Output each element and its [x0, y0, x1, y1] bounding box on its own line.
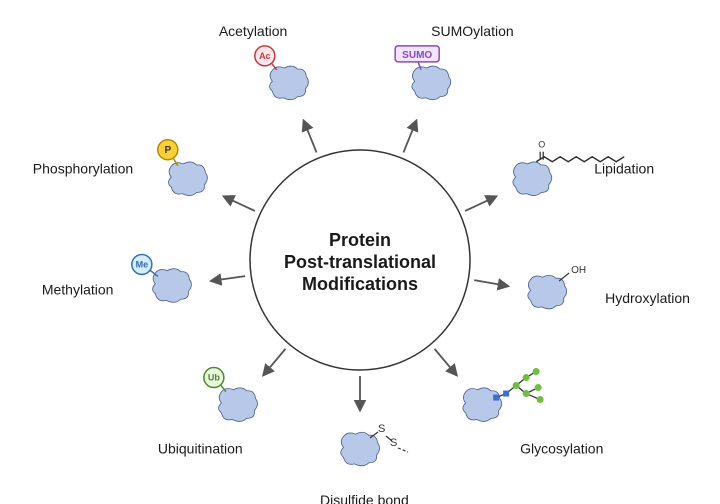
lipid-o-label: O: [538, 140, 545, 150]
hydroxyl-label-icon: OH: [571, 265, 586, 276]
svg-text:Ub: Ub: [208, 373, 220, 383]
spoke-arrow: [435, 349, 457, 375]
label-hydroxylation: Hydroxylation: [605, 290, 690, 306]
spoke-arrow: [264, 349, 286, 375]
label-disulfide: Disulfide bond: [320, 492, 409, 504]
label-lipidation: Lipidation: [594, 161, 654, 177]
svg-text:Me: Me: [136, 260, 149, 270]
ptm-radial-diagram: ProteinPost-translationalModificationsAc…: [0, 0, 720, 504]
label-sumoylation: SUMOylation: [431, 23, 513, 39]
node-glycosylation: Glycosylation: [463, 368, 604, 457]
spoke-arrow: [211, 276, 245, 281]
phospho-badge-icon: P: [158, 140, 178, 160]
protein-blob-acetylation: [270, 66, 309, 100]
spoke-arrow: [224, 197, 255, 211]
svg-text:SUMO: SUMO: [402, 50, 432, 61]
acetyl-badge-icon: Ac: [255, 46, 275, 66]
label-acetylation: Acetylation: [219, 23, 287, 39]
svg-text:P: P: [164, 145, 171, 156]
protein-blob-ubiquitination: [219, 388, 258, 422]
protein-blob-methylation: [153, 269, 192, 303]
label-phosphorylation: Phosphorylation: [33, 161, 133, 177]
disulfide-s2: S: [390, 437, 397, 449]
label-methylation: Methylation: [42, 281, 114, 297]
spoke-arrow: [474, 280, 507, 286]
svg-text:Ac: Ac: [259, 51, 271, 61]
node-sumoylation: SUMO SUMOylation: [395, 23, 513, 100]
disulfide-s1: S: [378, 423, 385, 435]
node-acetylation: Ac Acetylation: [219, 23, 309, 100]
spoke-arrow: [465, 197, 496, 211]
node-phosphorylation: P Phosphorylation: [33, 140, 208, 196]
protein-blob-disulfide: [341, 432, 380, 466]
node-methylation: Me Methylation: [42, 254, 192, 302]
label-glycosylation: Glycosylation: [520, 441, 603, 457]
protein-blob-lipidation: [513, 162, 552, 196]
node-lipidation: O Lipidation: [513, 140, 654, 196]
node-ubiquitination: Ub Ubiquitination: [158, 368, 258, 457]
protein-blob-sumoylation: [412, 66, 451, 100]
spoke-arrow: [304, 121, 317, 153]
label-ubiquitination: Ubiquitination: [158, 441, 243, 457]
protein-blob-glycosylation: [463, 388, 502, 422]
node-disulfide: SS Disulfide bond: [320, 423, 409, 504]
protein-blob-phosphorylation: [169, 162, 208, 196]
node-hydroxylation: OH Hydroxylation: [528, 265, 690, 309]
spoke-arrow: [403, 121, 416, 153]
ubiquitin-badge-icon: Ub: [204, 368, 224, 388]
methyl-badge-icon: Me: [132, 254, 152, 274]
